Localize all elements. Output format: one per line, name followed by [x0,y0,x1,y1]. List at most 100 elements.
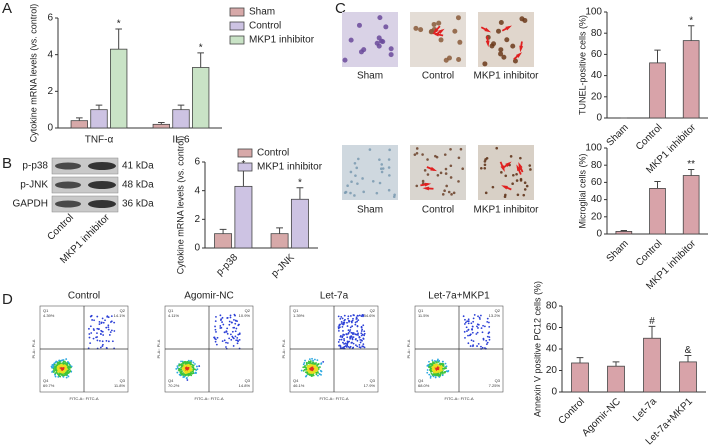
event [337,327,340,330]
flow-x-label: FITC-A:: FITC-A [319,396,348,401]
error-bar [240,168,247,187]
flow-y-label: PI-A:: PI-A [406,339,411,358]
bar [90,109,108,129]
event [92,328,95,330]
event [355,317,358,320]
quadrant-name: Q3 [245,378,251,383]
event [179,374,182,377]
event [220,318,223,321]
event [438,371,441,373]
event [111,340,114,343]
panel-label: A [2,0,12,17]
event [235,339,238,342]
cell [357,157,360,161]
event [213,336,216,339]
event [303,362,306,364]
cell [456,57,462,63]
event [68,363,71,366]
y-axis-label: Cytokine mRNA levels (vs. control) [175,136,185,275]
event [308,358,311,361]
quadrant-name: Q3 [370,378,376,383]
event [340,316,343,318]
event [110,329,113,332]
event [351,325,354,328]
event [186,379,189,381]
event [347,345,350,348]
cell [496,28,502,34]
event [434,366,437,368]
event [100,329,103,332]
event [337,326,340,328]
event [437,373,440,376]
event [352,332,355,334]
cell [522,193,526,197]
event [309,367,311,370]
cell [489,43,495,49]
x-tick-label: Sham [605,238,631,264]
cell [452,28,458,34]
event [109,331,112,334]
event [60,367,63,370]
quadrant-name: Q1 [168,308,174,313]
event [178,364,180,367]
event [221,316,224,319]
flow-x-label: FITC-A:: FITC-A [444,396,473,401]
event [188,361,191,364]
event [357,332,359,335]
event [435,364,438,366]
blot-band [55,162,81,170]
lane-label: Control [45,212,76,243]
event [338,330,340,332]
bar [290,198,309,249]
blot-strip [51,157,119,175]
y-tick-label: 0 [596,229,602,240]
cell [519,16,525,22]
event [104,319,106,322]
event [426,371,429,374]
error-bar [158,122,165,125]
y-tick-label: 100 [585,7,602,18]
event [342,321,345,324]
event [439,363,442,366]
event [57,369,60,372]
event [349,326,352,329]
quadrant-name: Q4 [43,378,49,383]
event [64,360,66,363]
quadrant-value: 7.25% [489,383,501,388]
event [442,360,444,363]
event [463,323,466,325]
event [102,334,105,336]
event [232,326,235,329]
event [356,330,359,332]
event [183,370,186,373]
event [65,358,68,360]
event [431,369,434,372]
event [354,321,357,324]
event [90,332,93,334]
event [226,327,229,330]
event [348,346,351,349]
event [177,369,180,371]
event [238,333,241,336]
event [426,369,429,371]
event [108,334,111,336]
event [64,365,67,368]
cell [375,191,379,195]
y-tick-label: 0 [194,243,200,254]
event [483,325,486,328]
event [233,318,235,321]
event [235,319,237,322]
event [233,313,236,316]
event [226,317,229,319]
event [184,365,187,367]
event [214,320,217,322]
event [66,364,69,367]
event [445,365,448,368]
event [429,376,432,379]
event [439,374,442,377]
event [99,346,102,349]
cell [529,168,532,171]
event [194,363,196,365]
event [107,324,110,327]
event [428,373,431,376]
